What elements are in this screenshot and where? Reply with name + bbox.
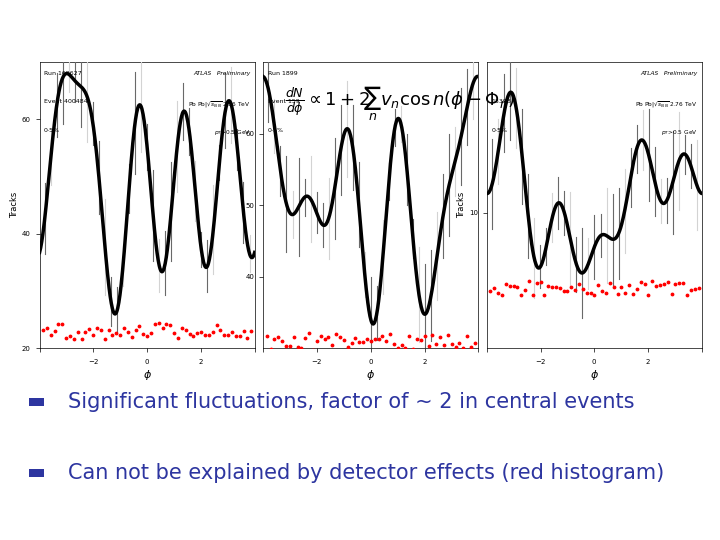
Text: 0-5%: 0-5%	[44, 128, 60, 133]
Text: Pb Pb|$\sqrt{s_{NN}}$ 2.76 TeV: Pb Pb|$\sqrt{s_{NN}}$ 2.76 TeV	[635, 99, 698, 110]
Text: $p_T$>0.5 GeV: $p_T$>0.5 GeV	[214, 128, 251, 137]
Text: Run 169627: Run 169627	[44, 71, 81, 76]
X-axis label: $\phi$: $\phi$	[590, 368, 599, 382]
Y-axis label: Tracks: Tracks	[10, 192, 19, 218]
Text: Event 159: Event 159	[268, 99, 300, 104]
Y-axis label: Tracks: Tracks	[457, 192, 466, 218]
Text: Pb Pb|$\sqrt{s_{NN}}$ 2.76 TeV: Pb Pb|$\sqrt{s_{NN}}$ 2.76 TeV	[188, 99, 251, 110]
Text: 4: 4	[702, 11, 711, 26]
Text: $\frac{dN}{d\phi} \propto 1+2\!\!\sum_n v_n \cos n(\phi - \Phi_n)$: $\frac{dN}{d\phi} \propto 1+2\!\!\sum_n …	[284, 85, 515, 124]
Bar	[29, 469, 44, 476]
Text: $p_T$>0.5 GeV: $p_T$>0.5 GeV	[661, 128, 698, 137]
Text: 0-5%: 0-5%	[491, 128, 508, 133]
Text: ATLAS   Preliminary: ATLAS Preliminary	[641, 71, 698, 76]
X-axis label: $\phi$: $\phi$	[143, 368, 152, 382]
Text: Can not be explained by detector effects (red histogram): Can not be explained by detector effects…	[68, 463, 665, 483]
Text: Significant fluctuations, factor of ~ 2 in central events: Significant fluctuations, factor of ~ 2 …	[68, 392, 635, 412]
Text: Run 1899: Run 1899	[268, 71, 297, 76]
Text: ATLAS   Preliminary: ATLAS Preliminary	[193, 71, 251, 76]
Text: 13398: 13398	[491, 99, 511, 104]
Text: Event 400484: Event 400484	[44, 99, 88, 104]
Text: 0-5%: 0-5%	[268, 128, 284, 133]
X-axis label: $\phi$: $\phi$	[366, 368, 375, 382]
Text: Fluctuation event by event: Fluctuation event by event	[106, 18, 614, 51]
Bar	[29, 399, 44, 406]
